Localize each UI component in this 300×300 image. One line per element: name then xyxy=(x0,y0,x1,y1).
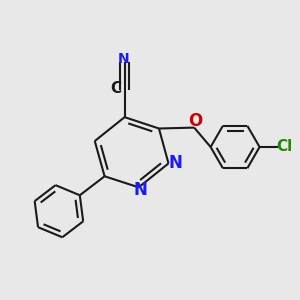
Text: C: C xyxy=(111,81,122,96)
Text: N: N xyxy=(168,154,182,172)
Text: O: O xyxy=(188,112,202,130)
Text: N: N xyxy=(133,181,147,199)
Text: Cl: Cl xyxy=(276,139,292,154)
Text: N: N xyxy=(117,52,129,66)
